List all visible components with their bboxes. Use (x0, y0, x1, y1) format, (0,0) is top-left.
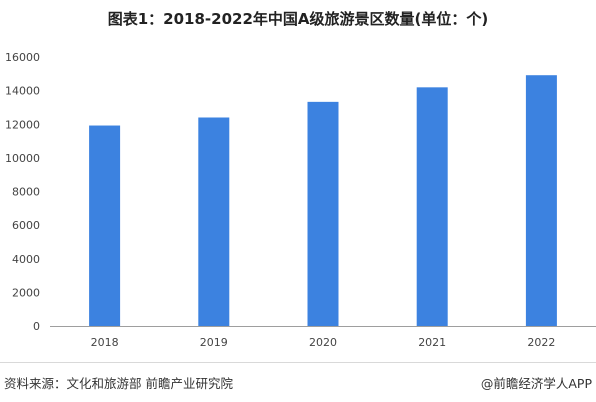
x-tick-label: 2020 (309, 336, 337, 349)
y-tick-label: 2000 (12, 286, 40, 299)
y-tick-label: 4000 (12, 253, 40, 266)
bar-2018 (89, 125, 121, 327)
x-axis: 2018 2019 2020 2021 2022 (50, 326, 596, 349)
y-tick-label: 6000 (12, 219, 40, 232)
source-text: 资料来源：文化和旅游部 前瞻产业研究院 (4, 376, 233, 391)
footer: 资料来源：文化和旅游部 前瞻产业研究院 @前瞻经济学人APP (0, 362, 596, 402)
bar-2022 (525, 75, 557, 326)
y-tick-label: 16000 (5, 51, 40, 64)
y-tick-label: 0 (33, 320, 40, 333)
brand-text: @前瞻经济学人APP (480, 376, 592, 391)
y-tick-label: 8000 (12, 186, 40, 199)
chart-title: 图表1：2018-2022年中国A级旅游景区数量(单位：个) (107, 10, 489, 28)
y-axis: 0 2000 4000 6000 8000 10000 12000 14000 16000 (5, 51, 40, 333)
y-tick-label: 12000 (5, 118, 40, 131)
x-tick-label: 2021 (418, 336, 446, 349)
y-tick-label: 14000 (5, 85, 40, 98)
bar-2021 (416, 87, 448, 327)
y-tick-label: 10000 (5, 152, 40, 165)
bar-chart: 0 2000 4000 6000 8000 10000 12000 14000 16000 20… (5, 51, 596, 349)
bar-2019 (198, 117, 230, 326)
x-tick-label: 2022 (527, 336, 555, 349)
bars-group (89, 75, 557, 327)
x-tick-label: 2018 (91, 336, 119, 349)
x-tick-label: 2019 (200, 336, 228, 349)
bar-2020 (307, 101, 339, 327)
